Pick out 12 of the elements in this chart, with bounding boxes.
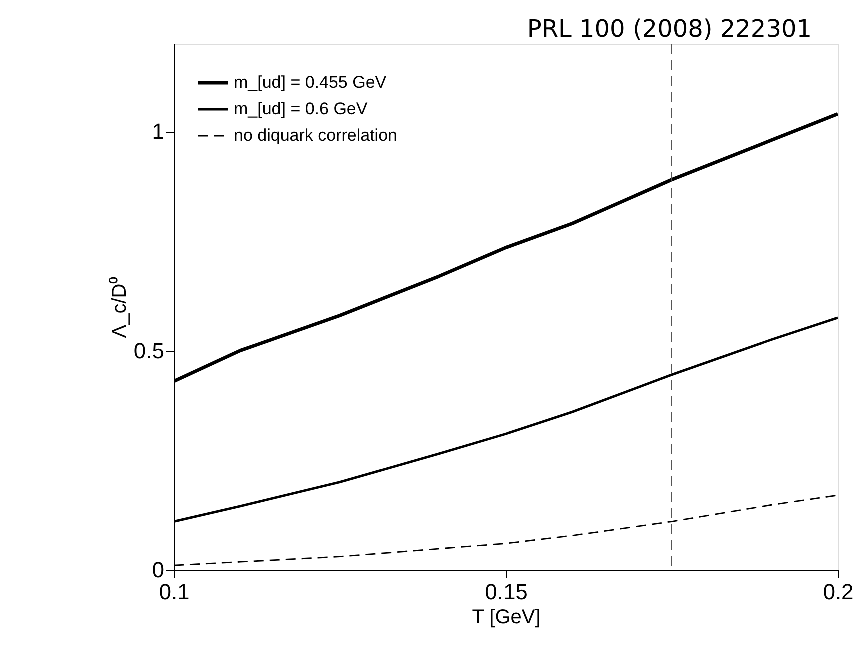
y-tick-label: 0 bbox=[152, 558, 164, 582]
text: PRL 100 (2008) 222301 bbox=[527, 15, 812, 43]
legend-label: m_[ud] = 0.6 GeV bbox=[234, 100, 368, 118]
y-axis-title: Λ_c/D⁰ bbox=[108, 276, 131, 338]
y-tick-label: 1 bbox=[152, 119, 164, 144]
x-tick-label: 0.15 bbox=[485, 580, 528, 604]
legend-label: m_[ud] = 0.455 GeV bbox=[234, 73, 388, 92]
legend-label: no diquark correlation bbox=[234, 126, 398, 145]
x-tick-label: 0.1 bbox=[159, 580, 190, 604]
x-tick-label: 0.2 bbox=[823, 580, 854, 604]
y-tick-label: 0.5 bbox=[134, 338, 164, 364]
x-axis-title: T [GeV] bbox=[472, 606, 541, 628]
